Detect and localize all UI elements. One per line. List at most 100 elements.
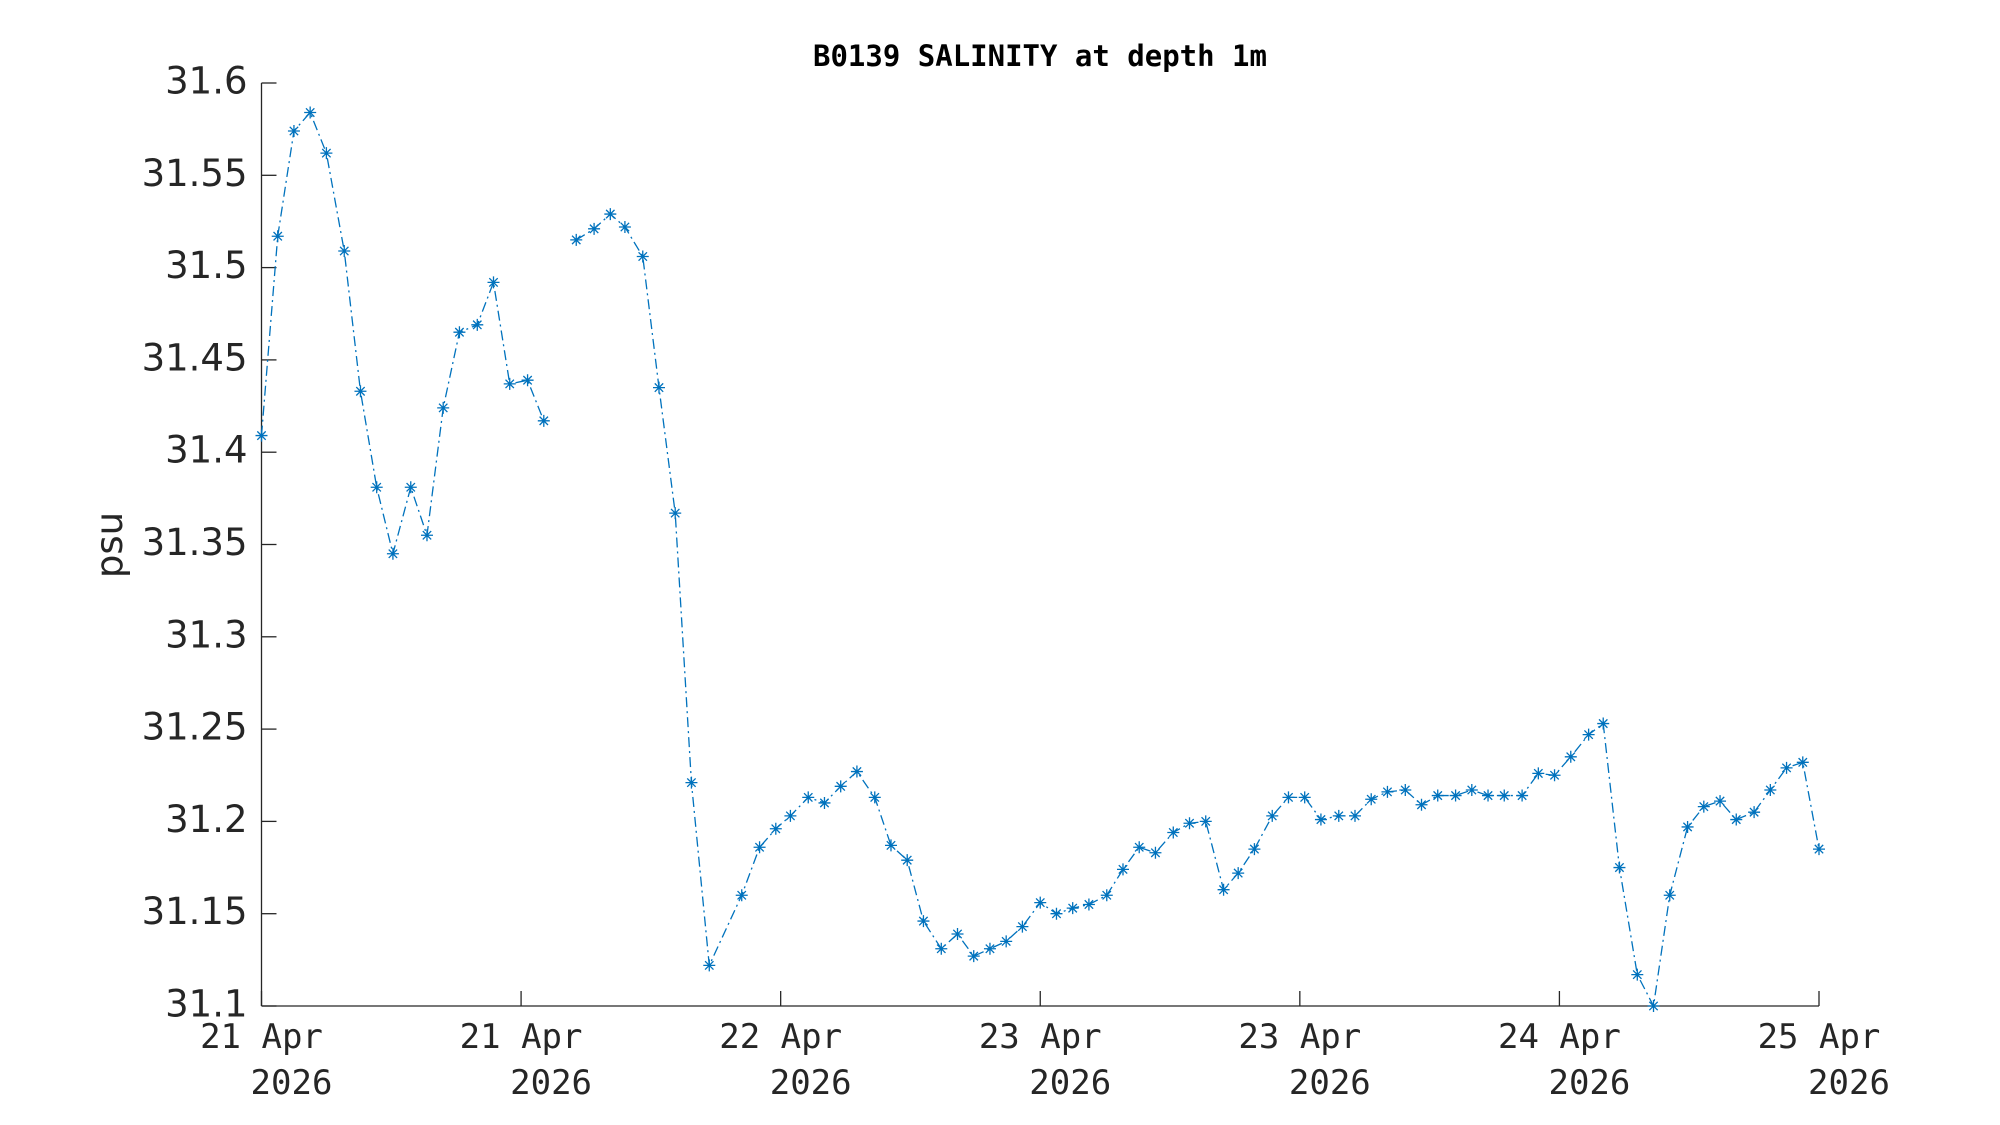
marker: [338, 244, 351, 257]
x-tick-label: 2026: [1808, 1063, 1890, 1103]
marker: [604, 208, 617, 221]
y-tick-label: 31.6: [165, 60, 247, 103]
marker: [1748, 806, 1761, 819]
marker: [1498, 789, 1511, 802]
y-tick-label: 31.4: [165, 429, 247, 472]
marker: [1167, 826, 1180, 839]
x-tick-label: 21 Apr: [460, 1017, 583, 1057]
marker: [901, 854, 914, 867]
marker: [287, 124, 300, 137]
marker: [1034, 896, 1047, 909]
marker: [1217, 883, 1230, 896]
x-tick-label: 2026: [510, 1063, 592, 1103]
marker: [834, 780, 847, 793]
marker: [503, 377, 516, 390]
marker: [1365, 793, 1378, 806]
x-tick-label: 23 Apr: [1238, 1017, 1361, 1057]
marker: [618, 220, 631, 233]
marker: [1482, 789, 1495, 802]
y-tick-label: 31.35: [142, 521, 248, 564]
marker: [868, 791, 881, 804]
marker: [1066, 902, 1079, 915]
marker: [1663, 889, 1676, 902]
marker: [1381, 785, 1394, 798]
marker: [1000, 935, 1013, 948]
marker: [471, 318, 484, 331]
y-tick-label: 31.2: [165, 798, 247, 841]
marker: [386, 547, 399, 560]
marker: [453, 326, 466, 339]
marker: [652, 381, 665, 394]
marker: [320, 147, 333, 160]
marker: [1399, 784, 1412, 797]
marker: [784, 809, 797, 822]
marker: [1532, 767, 1545, 780]
marker: [370, 481, 383, 494]
y-tick-label: 31.15: [142, 890, 248, 933]
marker: [1082, 898, 1095, 911]
marker: [1348, 809, 1361, 822]
marker: [1100, 889, 1113, 902]
y-tick-label: 31.25: [142, 706, 248, 749]
marker: [1780, 761, 1793, 774]
x-tick-label: 2026: [770, 1063, 852, 1103]
marker: [1282, 791, 1295, 804]
marker: [1149, 846, 1162, 859]
marker: [521, 374, 534, 387]
marker: [636, 250, 649, 263]
marker: [951, 928, 964, 941]
marker: [1266, 809, 1279, 822]
x-tick-label: 2026: [1289, 1063, 1371, 1103]
y-tick-label: 31.3: [165, 613, 247, 656]
marker: [537, 414, 550, 427]
marker: [935, 942, 948, 955]
marker: [1232, 867, 1245, 880]
marker: [1681, 820, 1694, 833]
marker: [1516, 789, 1529, 802]
marker: [255, 429, 268, 442]
marker: [1697, 800, 1710, 813]
x-tick-label: 24 Apr: [1498, 1017, 1621, 1057]
marker: [703, 959, 716, 972]
marker: [884, 839, 897, 852]
marker: [1248, 843, 1261, 856]
marker: [1415, 798, 1428, 811]
marker: [1314, 813, 1327, 826]
marker: [1431, 789, 1444, 802]
marker: [437, 401, 450, 414]
marker: [420, 529, 433, 542]
y-axis-label: psu: [88, 512, 131, 578]
x-tick-label: 25 Apr: [1758, 1017, 1881, 1057]
marker: [1631, 968, 1644, 981]
marker: [735, 889, 748, 902]
marker: [1613, 861, 1626, 874]
marker: [1116, 863, 1129, 876]
marker: [1199, 815, 1212, 828]
marker: [1465, 784, 1478, 797]
marker: [818, 796, 831, 809]
marker: [769, 822, 782, 835]
x-tick-label: 22 Apr: [719, 1017, 842, 1057]
marker: [669, 507, 682, 520]
x-tick-label: 21 Apr: [200, 1017, 323, 1057]
marker: [1332, 809, 1345, 822]
marker: [1016, 920, 1029, 933]
data-line: [260, 111, 1820, 1009]
marker: [1133, 841, 1146, 854]
x-tick-label: 2026: [1029, 1063, 1111, 1103]
marker: [1183, 817, 1196, 830]
marker: [1730, 813, 1743, 826]
marker: [1298, 791, 1311, 804]
x-tick-label: 23 Apr: [979, 1017, 1102, 1057]
marker: [1764, 784, 1777, 797]
y-tick-label: 31.1: [165, 983, 247, 1026]
marker: [1548, 769, 1561, 782]
marker: [983, 942, 996, 955]
marker: [917, 915, 930, 928]
marker: [753, 841, 766, 854]
marker: [1714, 795, 1727, 808]
marker: [1597, 717, 1610, 730]
y-tick-label: 31.55: [142, 152, 248, 195]
marker: [304, 106, 317, 119]
marker: [1582, 728, 1595, 741]
